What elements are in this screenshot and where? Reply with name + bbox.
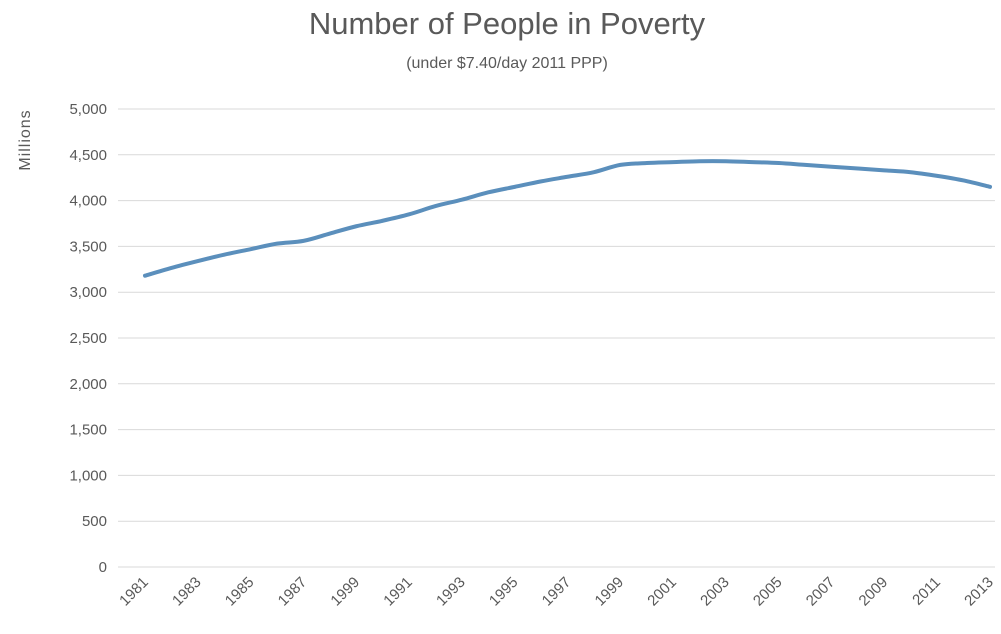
y-tick-label: 0 bbox=[99, 559, 107, 576]
y-tick-label: 4,000 bbox=[69, 193, 107, 210]
x-tick-label: 1995 bbox=[486, 574, 522, 610]
series-line-0 bbox=[143, 159, 992, 278]
x-tick-label: 2007 bbox=[803, 574, 839, 610]
y-tick-label: 2,000 bbox=[69, 376, 107, 393]
x-tick-label: 2011 bbox=[909, 574, 944, 609]
x-tick-label: 2001 bbox=[644, 574, 680, 610]
y-tick-label: 3,000 bbox=[69, 284, 107, 301]
y-axis-ticks: 0 500 1,000 1,500 2,000 2,500 3,000 3,500 4,000 4… bbox=[69, 101, 107, 576]
y-tick-label: 5,000 bbox=[69, 101, 107, 118]
x-tick-label: 1983 bbox=[169, 574, 205, 610]
x-tick-label: 1981 bbox=[116, 574, 152, 610]
x-tick-label: 1985 bbox=[222, 574, 258, 610]
y-tick-label: 500 bbox=[82, 513, 107, 530]
x-tick-label: 1999 bbox=[592, 574, 628, 610]
x-axis-ticks: 1981 1983 1985 1987 1999 1991 1993 1995 1997 1999… bbox=[116, 574, 997, 610]
y-axis-label: Millions bbox=[17, 109, 34, 170]
y-tick-label: 3,500 bbox=[69, 238, 107, 255]
y-tick-label: 4,500 bbox=[69, 147, 107, 164]
chart-title: Number of People in Poverty bbox=[309, 6, 706, 41]
x-tick-label: 2013 bbox=[961, 574, 997, 610]
x-tick-label: 1999 bbox=[327, 574, 363, 610]
gridlines bbox=[118, 108, 995, 568]
x-tick-label: 1993 bbox=[433, 574, 469, 610]
y-tick-label: 1,500 bbox=[69, 422, 107, 439]
x-tick-label: 2005 bbox=[750, 574, 786, 610]
chart-subtitle: (under $7.40/day 2011 PPP) bbox=[406, 55, 608, 72]
series-group bbox=[143, 159, 992, 278]
x-tick-label: 1987 bbox=[275, 574, 311, 610]
x-tick-label: 1991 bbox=[380, 574, 416, 610]
x-tick-label: 1997 bbox=[539, 574, 575, 610]
y-tick-label: 2,500 bbox=[69, 330, 107, 347]
y-tick-label: 1,000 bbox=[69, 467, 107, 484]
x-tick-label: 2003 bbox=[697, 574, 733, 610]
x-tick-label: 2009 bbox=[856, 574, 892, 610]
